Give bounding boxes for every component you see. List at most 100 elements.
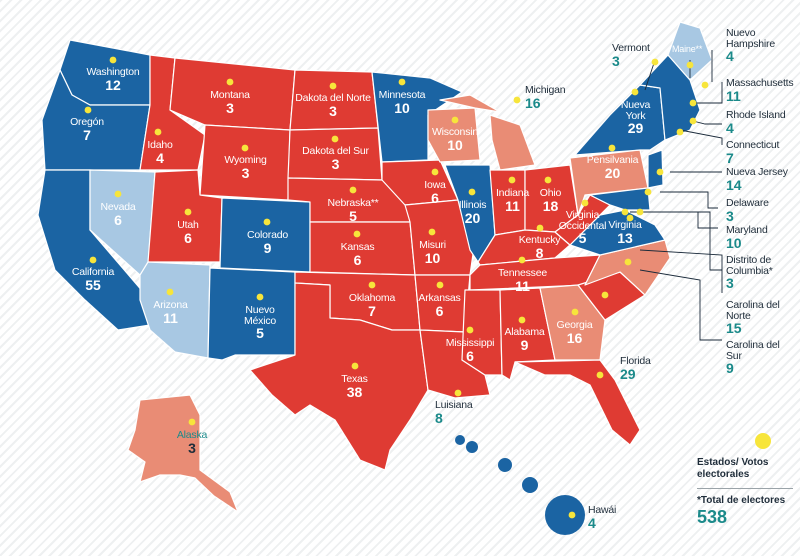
state-label-massachusetts: Massachusetts 11: [726, 77, 794, 104]
state-marker-dot: [241, 144, 249, 152]
state-label-north-carolina: Carolina del Norte 15: [726, 299, 780, 336]
state-marker-dot: [689, 117, 697, 125]
state-marker-dot: [568, 511, 576, 519]
state-label-alaska: Alaska 3: [176, 429, 208, 456]
state-marker-dot: [626, 214, 634, 222]
state-marker-dot: [89, 256, 97, 264]
state-marker-dot: [154, 128, 162, 136]
state-label-oregon: Oregón 7: [70, 116, 104, 143]
state-label-wisconsin: Wisconsin 10: [431, 126, 479, 153]
state-marker-dot: [351, 362, 359, 370]
state-label-kentucky: Kentucky 8: [518, 234, 561, 261]
state-marker-dot: [263, 218, 271, 226]
state-label-michigan: Michigan 16: [525, 84, 566, 111]
state-marker-dot: [331, 135, 339, 143]
state-label-minnesota: Minnesota 10: [378, 89, 426, 116]
state-georgia[interactable]: [539, 284, 606, 361]
state-marker-dot: [536, 224, 544, 232]
state-marker-dot: [596, 371, 604, 379]
state-marker-dot: [466, 326, 474, 334]
state-label-virginia: Virginia 13: [608, 219, 642, 246]
state-marker-dot: [468, 188, 476, 196]
state-label-vermont: Vermont 3: [612, 42, 650, 69]
state-marker-dot: [689, 99, 697, 107]
state-label-dc: Distrito de Columbia* 3: [726, 254, 773, 291]
state-label-rhode-island: Rhode Island 4: [726, 109, 786, 136]
state-label-south-carolina: Carolina del Sur 9: [726, 339, 780, 376]
state-marker-dot: [621, 208, 629, 216]
state-label-indiana: Indiana 11: [495, 187, 530, 214]
state-label-maine: Maine**: [672, 44, 703, 54]
state-label-arkansas: Arkansas 6: [418, 292, 461, 319]
state-marker-dot: [508, 176, 516, 184]
leader-lines: [630, 50, 723, 341]
state-marker-dot: [398, 78, 406, 86]
state-marker-dot: [188, 418, 196, 426]
state-marker-dot: [686, 61, 694, 69]
state-marker-dot: [226, 78, 234, 86]
state-marker-dot: [571, 308, 579, 316]
state-marker-dot: [256, 293, 264, 301]
state-marker-dot: [544, 176, 552, 184]
state-label-idaho: Idaho 4: [147, 139, 173, 166]
state-label-iowa: Iowa 6: [424, 179, 446, 206]
state-marker-dot: [624, 258, 632, 266]
state-label-georgia: Georgia 16: [556, 319, 593, 346]
state-hawaii-isle-2: [522, 477, 538, 493]
state-marker-dot: [701, 81, 709, 89]
state-marker-dot: [368, 281, 376, 289]
state-hawaii-isle-4: [466, 441, 478, 453]
state-wisconsin[interactable]: [427, 107, 481, 163]
state-marker-dot: [651, 58, 659, 66]
state-label-maryland: Maryland 10: [726, 224, 768, 251]
state-hawaii-isle-5: [455, 435, 465, 445]
state-marker-dot: [581, 199, 589, 207]
state-label-colorado: Colorado 9: [246, 229, 288, 256]
state-label-new-jersey: Nueva Jersey 14: [726, 166, 788, 193]
state-label-florida: Florida 29: [620, 355, 651, 382]
state-label-new-mexico: Nuevo México 5: [243, 304, 277, 341]
state-label-west-virginia: Virginia Occidental 5: [558, 209, 607, 246]
state-marker-dot: [451, 116, 459, 124]
state-label-tennessee: Tennessee 11: [498, 267, 547, 294]
state-marker-dot: [109, 56, 117, 64]
state-label-montana: Montana 3: [210, 89, 250, 116]
state-marker-dot: [676, 128, 684, 136]
state-new-jersey[interactable]: [647, 149, 664, 189]
state-label-alabama: Alabama 9: [504, 326, 545, 353]
state-alaska[interactable]: [127, 394, 239, 513]
state-mississippi[interactable]: [461, 289, 503, 376]
state-label-pennsylvania: Pensilvania 20: [586, 154, 639, 181]
state-label-kansas: Kansas 6: [340, 241, 375, 268]
state-marker-dot: [436, 281, 444, 289]
state-maine[interactable]: [667, 21, 713, 81]
state-hawaii-isle-3: [498, 458, 512, 472]
state-marker-dot: [644, 188, 652, 196]
state-texas[interactable]: [249, 282, 429, 471]
state-marker-dot: [184, 208, 192, 216]
state-label-wyoming: Wyoming 3: [224, 154, 267, 181]
state-label-louisiana: Luisiana 8: [435, 399, 473, 426]
state-label-utah: Utah 6: [177, 219, 199, 246]
state-florida[interactable]: [514, 359, 641, 446]
state-label-connecticut: Connecticut 7: [726, 139, 780, 166]
state-marker-dot: [114, 190, 122, 198]
state-marker-dot: [518, 316, 526, 324]
state-hawaii-island[interactable]: [545, 495, 585, 535]
state-label-arizona: Arizona 11: [153, 299, 188, 326]
state-michigan[interactable]: [439, 94, 536, 171]
state-label-missouri: Misuri 10: [419, 239, 446, 266]
state-marker-dot: [454, 389, 462, 397]
state-label-mississippi: Mississippi 6: [445, 337, 495, 364]
state-label-nevada: Nevada 6: [100, 201, 136, 228]
state-label-new-hampshire: Nuevo Hampshire 4: [726, 27, 775, 64]
state-marker-dot: [84, 106, 92, 114]
legend-total-value: 538: [697, 507, 728, 527]
state-marker-dot: [349, 186, 357, 194]
state-label-hawaii: Hawái 4: [588, 504, 617, 531]
state-marker-dot: [329, 82, 337, 90]
state-marker-dot: [636, 208, 644, 216]
state-marker-dot: [513, 96, 521, 104]
legend-dot-icon: [755, 433, 771, 449]
legend-label: Estados/ Votos electorales: [697, 457, 769, 480]
